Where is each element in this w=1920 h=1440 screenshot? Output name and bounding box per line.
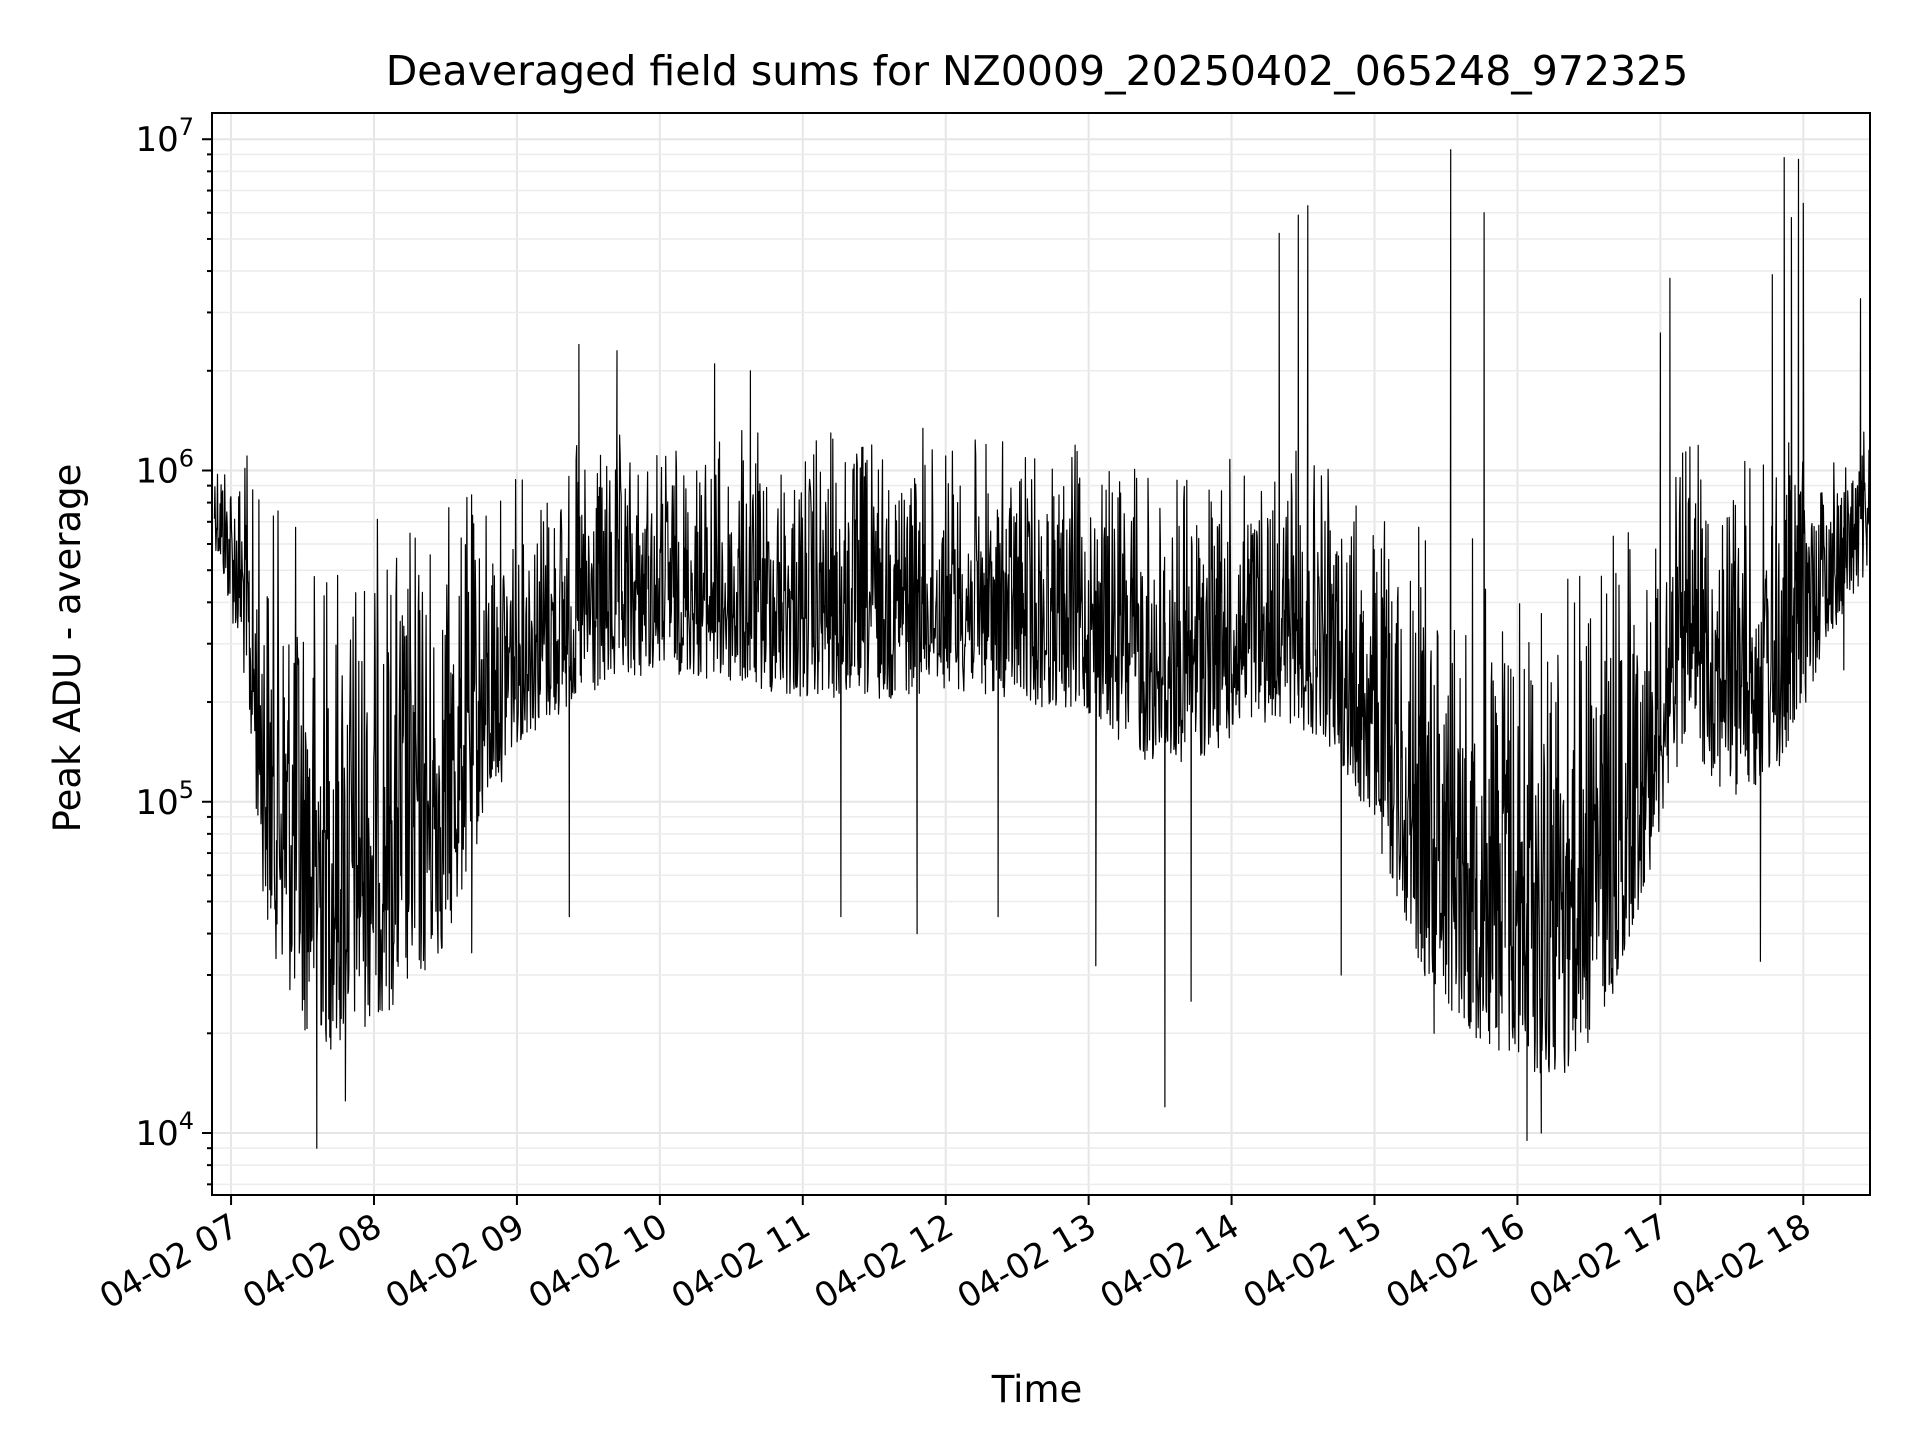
series-line (213, 149, 1871, 1149)
y-tick-label: 104 (135, 1107, 194, 1154)
chart-title: Deaveraged field sums for NZ0009_2025040… (386, 47, 1689, 95)
axes-frame (211, 112, 1871, 1196)
y-axis: 104 105 106 107 (135, 113, 212, 1186)
y-axis-label: Peak ADU - average (46, 464, 89, 833)
x-axis-label: Time (991, 1368, 1083, 1411)
y-tick-label: 105 (135, 776, 194, 823)
y-tick-label: 107 (135, 113, 194, 160)
y-tick-label: 106 (135, 444, 194, 491)
plot-area (213, 149, 1871, 1149)
